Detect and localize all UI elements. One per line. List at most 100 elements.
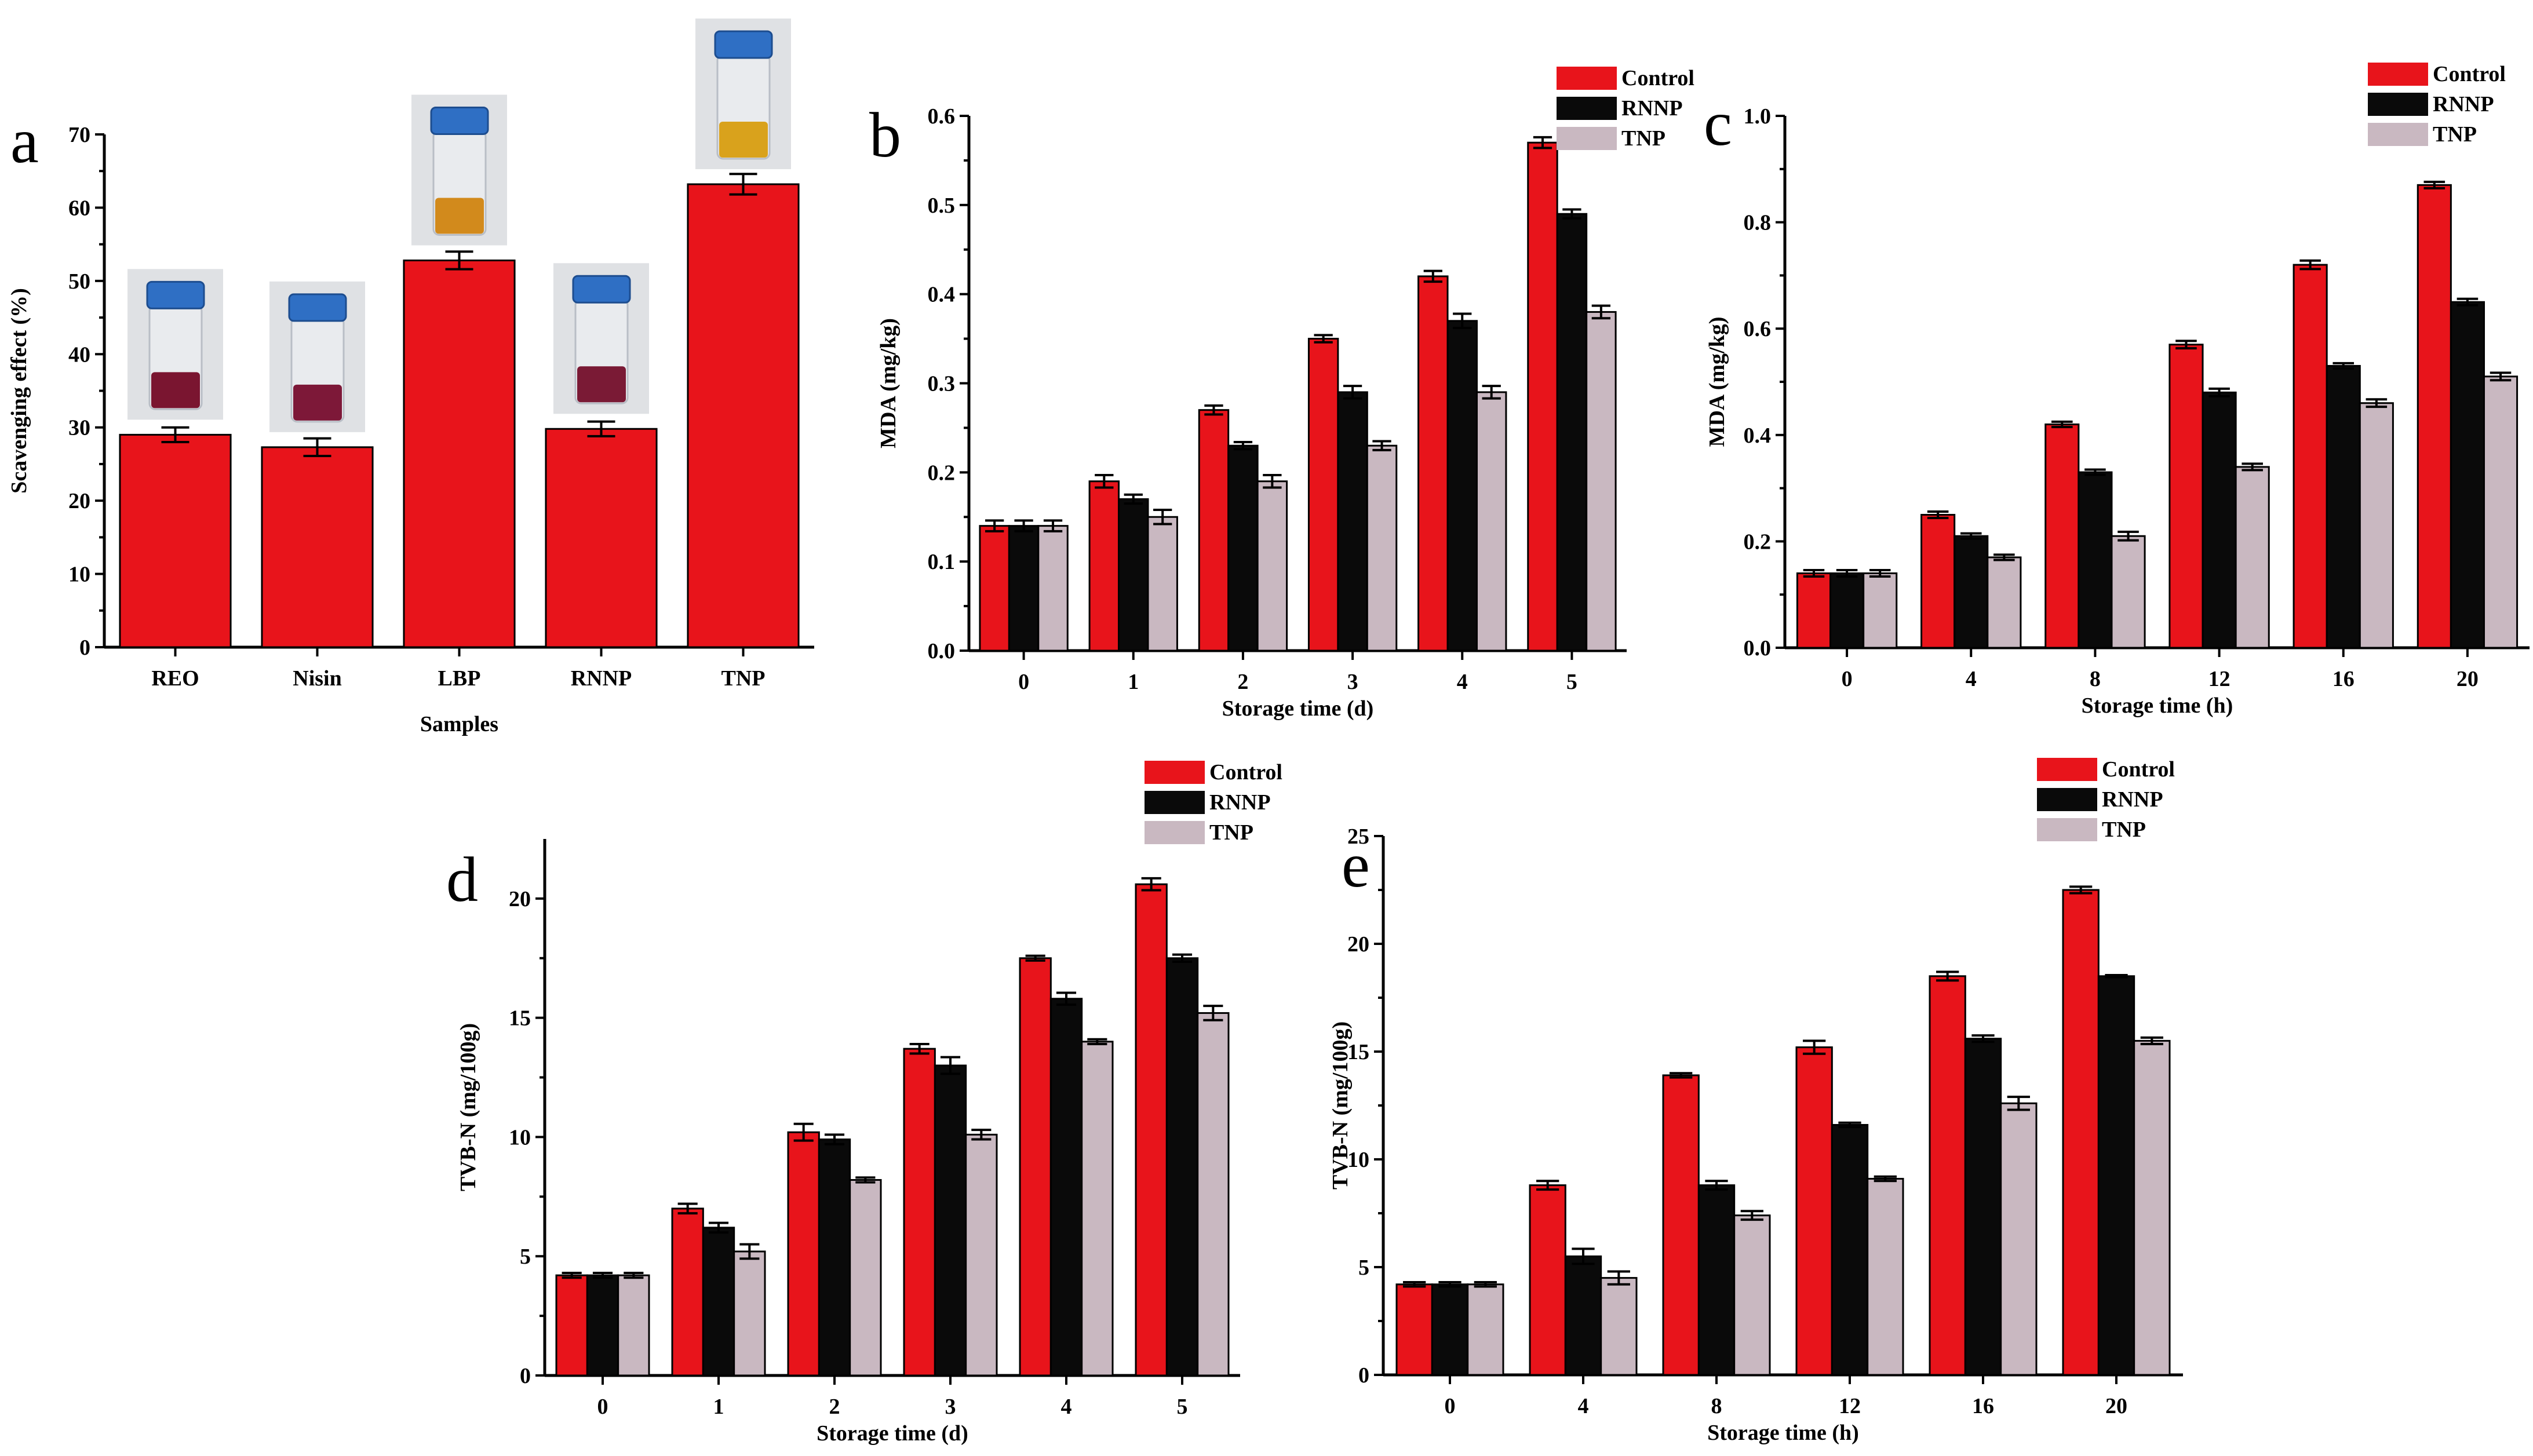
legend-label-tnp: TNP [1621, 126, 1665, 151]
y-tick-label: 0.8 [1744, 211, 1772, 235]
bar-scavenging-effect-tnp [687, 183, 800, 648]
bar-tnp-4 [1475, 391, 1507, 652]
bar-control-8 [1662, 1074, 1700, 1376]
y-axis-title: TVB-N (mg/100g) [1328, 1021, 1353, 1189]
y-axis-title: TVB-N (mg/100g) [456, 1023, 480, 1191]
legend: Control RNNP TNP [2037, 757, 2175, 842]
y-tick-label: 10 [509, 1125, 531, 1150]
legend-swatch-tnp [1145, 821, 1205, 844]
bar-tnp-3 [1366, 444, 1398, 652]
bar-tnp-16 [2000, 1102, 2038, 1376]
x-tick-label: TNP [721, 666, 766, 691]
x-tick-label: 16 [2332, 667, 2355, 691]
x-axis-title: Storage time (d) [1222, 696, 1374, 721]
legend-label-control: Control [1209, 760, 1282, 784]
x-tick-label: 0 [1445, 1394, 1456, 1418]
x-tick-label: 8 [2090, 667, 2101, 691]
bar-rnnp-1 [702, 1227, 735, 1377]
x-tick-label: 0 [597, 1395, 608, 1419]
bar-rnnp-0 [1829, 572, 1865, 649]
bar-control-0 [979, 525, 1010, 652]
y-tick-label: 60 [68, 196, 90, 220]
legend-swatch-rnnp [1557, 97, 1617, 120]
legend-swatch-tnp [2368, 123, 2428, 146]
bar-control-20 [2417, 184, 2452, 649]
bar-rnnp-8 [1697, 1184, 1736, 1376]
bar-rnnp-2 [1227, 444, 1259, 652]
legend-swatch-control [2368, 63, 2428, 86]
x-tick-label: Nisin [293, 666, 341, 691]
y-tick-label: 0.0 [928, 639, 956, 663]
x-tick-label: 3 [1347, 670, 1358, 694]
x-tick-label: LBP [438, 666, 481, 691]
y-tick-label: 0 [79, 636, 90, 660]
bar-tnp-1 [733, 1250, 766, 1377]
x-tick-label: 0 [1842, 667, 1853, 691]
y-tick-label: 10 [1347, 1148, 1369, 1172]
chart-panel-d: d 0 5 10 15 20 0 1 2 3 4 5 Storage time (d) TVB-N (mg… [446, 760, 1282, 1446]
bar-rnnp-0 [1431, 1283, 1469, 1376]
bar-rnnp-5 [1556, 213, 1588, 652]
legend-swatch-control [1145, 761, 1205, 784]
legend-label-control: Control [2433, 62, 2506, 86]
y-tick-label: 0.6 [928, 104, 956, 129]
panel-letter-e: e [1342, 830, 1370, 900]
vial-photo-nisin [269, 281, 365, 432]
bar-control-2 [787, 1131, 820, 1377]
bar-rnnp-5 [1165, 957, 1199, 1377]
y-tick-label: 0.0 [1744, 636, 1772, 661]
chart-panel-e: e 0 5 10 15 20 25 0 4 8 12 16 20 Storage time (h) TVB-… [1328, 757, 2183, 1445]
legend-label-rnnp: RNNP [1621, 96, 1683, 121]
bar-rnnp-0 [1008, 525, 1040, 652]
bar-control-4 [1019, 957, 1052, 1377]
y-tick-label: 0.2 [1744, 530, 1772, 554]
x-tick-label: 1 [713, 1395, 724, 1419]
x-tick-label: RNNP [571, 666, 632, 691]
legend-label-control: Control [1621, 66, 1694, 90]
bar-control-3 [903, 1048, 936, 1377]
y-tick-label: 20 [68, 489, 90, 513]
bar-rnnp-3 [1337, 391, 1368, 652]
legend: Control RNNP TNP [2368, 62, 2506, 147]
legend: Control RNNP TNP [1145, 760, 1282, 845]
bar-tnp-12 [2235, 466, 2270, 649]
bar-control-0 [555, 1274, 588, 1377]
chart-panel-b: b 0.0 0.1 0.2 0.3 0.4 0.5 0.6 0 1 2 3 4 5 Storage time… [869, 66, 1694, 721]
x-tick-label: 4 [1061, 1395, 1072, 1419]
y-tick-label: 70 [68, 123, 90, 147]
bar-control-5 [1135, 883, 1168, 1377]
legend-label-tnp: TNP [2102, 818, 2146, 842]
bar-tnp-4 [1600, 1277, 1638, 1376]
bar-rnnp-4 [1953, 535, 1989, 649]
legend-swatch-rnnp [2368, 93, 2428, 116]
chart-panel-a: a 0 10 20 30 40 50 60 70 REO Nisin LBP RNNP TNP Sample… [7, 18, 814, 736]
y-tick-label: 0.1 [928, 550, 956, 574]
bar-rnnp-16 [1964, 1038, 2002, 1376]
legend-swatch-control [2037, 758, 2097, 781]
bar-tnp-1 [1147, 516, 1178, 652]
x-tick-label: 4 [1966, 667, 1977, 691]
x-tick-label: 0 [1018, 670, 1029, 694]
x-tick-label: 2 [1237, 670, 1248, 694]
y-axis-title: MDA (mg/kg) [1705, 317, 1729, 447]
y-tick-label: 20 [509, 887, 531, 911]
y-tick-label: 1.0 [1744, 104, 1772, 129]
bar-control-20 [2062, 889, 2100, 1376]
y-tick-label: 40 [68, 342, 90, 367]
x-axis-title: Storage time (d) [817, 1421, 968, 1446]
bar-control-16 [2293, 264, 2328, 649]
bar-rnnp-12 [2202, 391, 2237, 649]
x-axis-title: Storage time (h) [1707, 1421, 1859, 1445]
panel-letter-a: a [10, 105, 39, 176]
legend-label-rnnp: RNNP [2433, 92, 2494, 116]
x-tick-label: REO [151, 666, 199, 691]
bar-tnp-2 [1256, 480, 1288, 652]
bar-rnnp-0 [586, 1274, 619, 1377]
bar-tnp-5 [1197, 1012, 1230, 1377]
bar-control-4 [1920, 514, 1956, 649]
panel-letter-c: c [1704, 88, 1732, 159]
x-tick-label: 1 [1128, 670, 1139, 694]
legend-swatch-tnp [1557, 127, 1617, 150]
bar-control-4 [1417, 275, 1449, 652]
legend-label-tnp: TNP [2433, 122, 2477, 147]
